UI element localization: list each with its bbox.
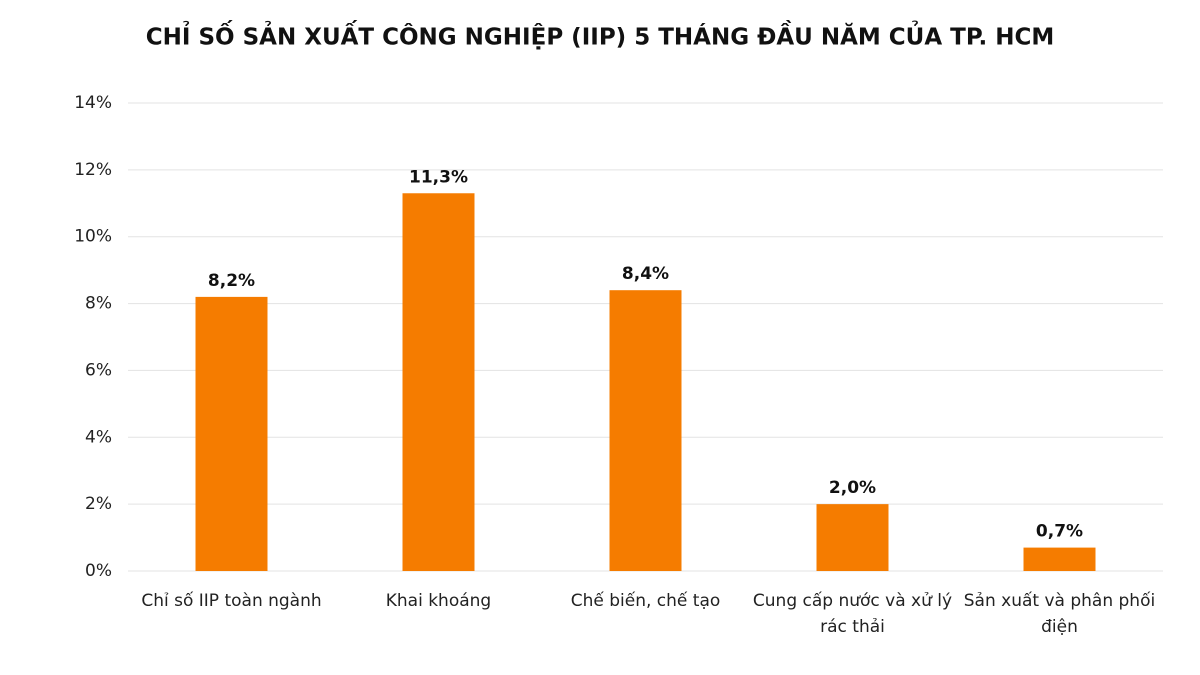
data-label: 0,7% — [1036, 522, 1083, 542]
data-label: 8,4% — [622, 264, 669, 284]
y-tick-label: 4% — [85, 427, 112, 447]
bar — [1023, 547, 1096, 571]
x-tick-label: Khai khoáng — [385, 591, 492, 611]
data-label: 2,0% — [829, 478, 876, 498]
bar — [609, 290, 682, 571]
y-tick-label: 12% — [74, 160, 112, 180]
chart-title: CHỈ SỐ SẢN XUẤT CÔNG NGHIỆP (IIP) 5 THÁN… — [146, 20, 1054, 51]
x-tick-label: Chế biến, chế tạo — [570, 591, 721, 611]
y-tick-label: 10% — [74, 227, 112, 247]
x-tick-label: Sản xuất và phân phối điện — [963, 591, 1156, 637]
y-tick-label: 14% — [74, 93, 112, 113]
bar — [195, 296, 268, 571]
x-tick-label: Chỉ số IIP toàn ngành — [141, 591, 322, 611]
bar — [816, 504, 889, 571]
y-tick-label: 8% — [85, 294, 112, 314]
y-tick-label: 6% — [85, 360, 112, 380]
y-tick-label: 0% — [85, 561, 112, 581]
bar — [402, 193, 475, 571]
data-label: 8,2% — [208, 271, 255, 291]
x-tick-label: Cung cấp nước và xử lý rác thải — [752, 591, 953, 637]
data-label: 11,3% — [409, 167, 468, 187]
y-tick-label: 2% — [85, 494, 112, 514]
